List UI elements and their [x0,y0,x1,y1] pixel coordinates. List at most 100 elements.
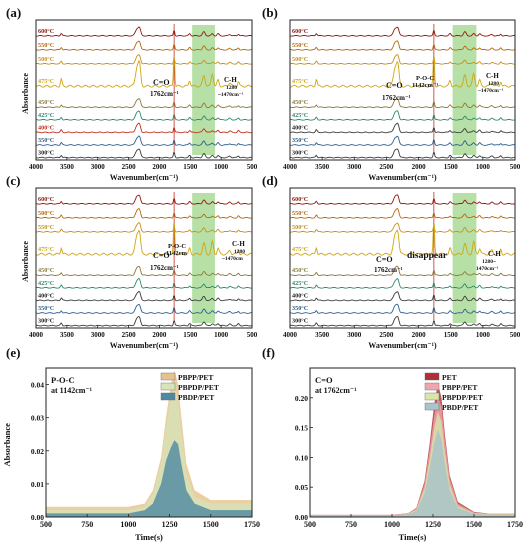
spectra-panel-2: 600°C 500°C 550°C 475°C 450°C 425°C 400°C 350°C… [6,173,258,350]
area-series [309,396,516,518]
legend-swatch [160,372,176,381]
series-label: 400°C [292,292,308,299]
spectrum-line [289,207,515,219]
x-axis-label: Time(s) [135,532,163,542]
x-tick-label: 1000 [476,331,491,339]
x-tick-label: 1000 [214,331,229,339]
x-tick-label: 1750 [507,520,523,529]
annotation: 1762cm⁻¹ [150,264,179,272]
spectrum-line [35,265,252,277]
series-label: 400°C [38,292,54,299]
x-axis-label: Time(s) [399,532,427,542]
x-tick-label: 750 [345,520,357,529]
series-label: 425°C [292,280,308,287]
series-label: 600°C [38,196,54,203]
x-tick-label: 3500 [60,163,75,171]
spectrum-line [35,222,252,233]
y-tick-label: 0.20 [295,394,308,403]
legend-label: PBPDP/PET [178,383,219,392]
spectrum-line [289,148,515,159]
spectrum-line [35,223,252,256]
plot-frame [289,19,516,161]
series-label: 350°C [38,137,54,144]
x-tick-label: 4000 [29,163,44,171]
x-tick-label: 2000 [412,331,427,339]
x-tick-label: 4000 [283,163,298,171]
x-axis-label: Wavenumber(cm⁻¹) [110,341,179,350]
y-tick-label: 0.00 [295,513,308,522]
series-label: 500°C [292,56,308,63]
highlight-band [192,25,215,155]
x-tick-label: 1000 [476,163,491,171]
x-tick-label: 2000 [412,163,427,171]
series-label: 300°C [292,150,308,157]
panel-label: (d) [262,173,278,188]
legend-swatch [424,402,440,411]
x-tick-label: 500 [510,331,521,339]
area-series [309,429,516,518]
x-tick-label: 1250 [162,520,178,529]
series-label: 475°C [38,246,54,253]
x-tick-label: 3500 [60,331,75,339]
spectrum-line [35,122,252,134]
y-tick-label: 0.01 [31,480,44,489]
annotation: C=O [153,78,170,87]
x-tick-label: 1250 [425,520,441,529]
spectrum-line [289,194,515,205]
x-tick-label: 500 [304,520,316,529]
spectrum-line [35,207,252,219]
annotation: 1762cm⁻¹ [374,266,403,274]
panel-label: (c) [6,173,20,188]
series-label: 450°C [292,267,308,274]
highlight-band [452,25,477,155]
spectra-panel-0: 600°C 550°C 500°C 475°C 450°C 425°C 400°C 350°C… [6,5,258,182]
spectrum-line [35,135,252,146]
annotation: C-H [488,250,501,258]
annotation: C=O [376,255,393,264]
y-tick-label: 0.05 [295,483,308,492]
series-label: 350°C [38,305,54,312]
spectrum-line [289,315,515,327]
plot-frame [35,19,253,161]
x-tick-label: 500 [247,331,258,339]
x-tick-label: 2500 [122,163,137,171]
chart-subtitle: at 1142cm⁻¹ [51,386,93,395]
spectrum-line [35,303,252,314]
spectrum-line [289,265,515,277]
x-tick-label: 3000 [347,331,362,339]
highlight-band [192,193,215,323]
area-panel-1: 500 750 1000 1250 1500 1750 0.00 0.05 0.10 0.15 0.… [262,345,523,542]
spectra-panel-1: 600°C 550°C 500°C 475°C 450°C 425°C 400°C 350°C… [262,5,521,182]
series-label: 425°C [292,112,308,119]
annotation: 1470cm⁻¹ [476,266,499,272]
x-tick-label: 4000 [283,331,298,339]
x-tick-label: 3000 [91,163,106,171]
spectrum-line [289,110,515,121]
plot-frame [309,367,516,518]
spectrum-line [35,54,252,65]
annotation: P-O-C [416,75,434,82]
area-series [45,386,253,518]
spectrum-line [35,148,252,159]
y-tick-label: 0.15 [295,424,308,433]
spectrum-line [35,290,252,302]
series-label: 450°C [292,99,308,106]
x-tick-label: 1000 [384,520,400,529]
spectrum-line [289,223,515,256]
annotation: ~1470cm⁻¹ [478,88,504,94]
x-tick-label: 4000 [29,331,44,339]
legend-label: PBDP/PET [178,393,214,402]
plot-frame [289,187,516,329]
x-tick-label: 1000 [120,520,136,529]
plot-frame [45,367,253,518]
legend-label: PET [442,373,457,382]
x-tick-label: 1500 [444,163,459,171]
series-label: 500°C [38,56,54,63]
spectrum-line [289,291,515,302]
annotation: 1280~ [482,259,496,265]
y-axis-label: Absorbance [21,73,30,114]
spectrum-line [35,110,252,121]
x-tick-label: 500 [510,163,521,171]
series-label: 425°C [38,280,54,287]
x-tick-label: 3500 [315,331,330,339]
